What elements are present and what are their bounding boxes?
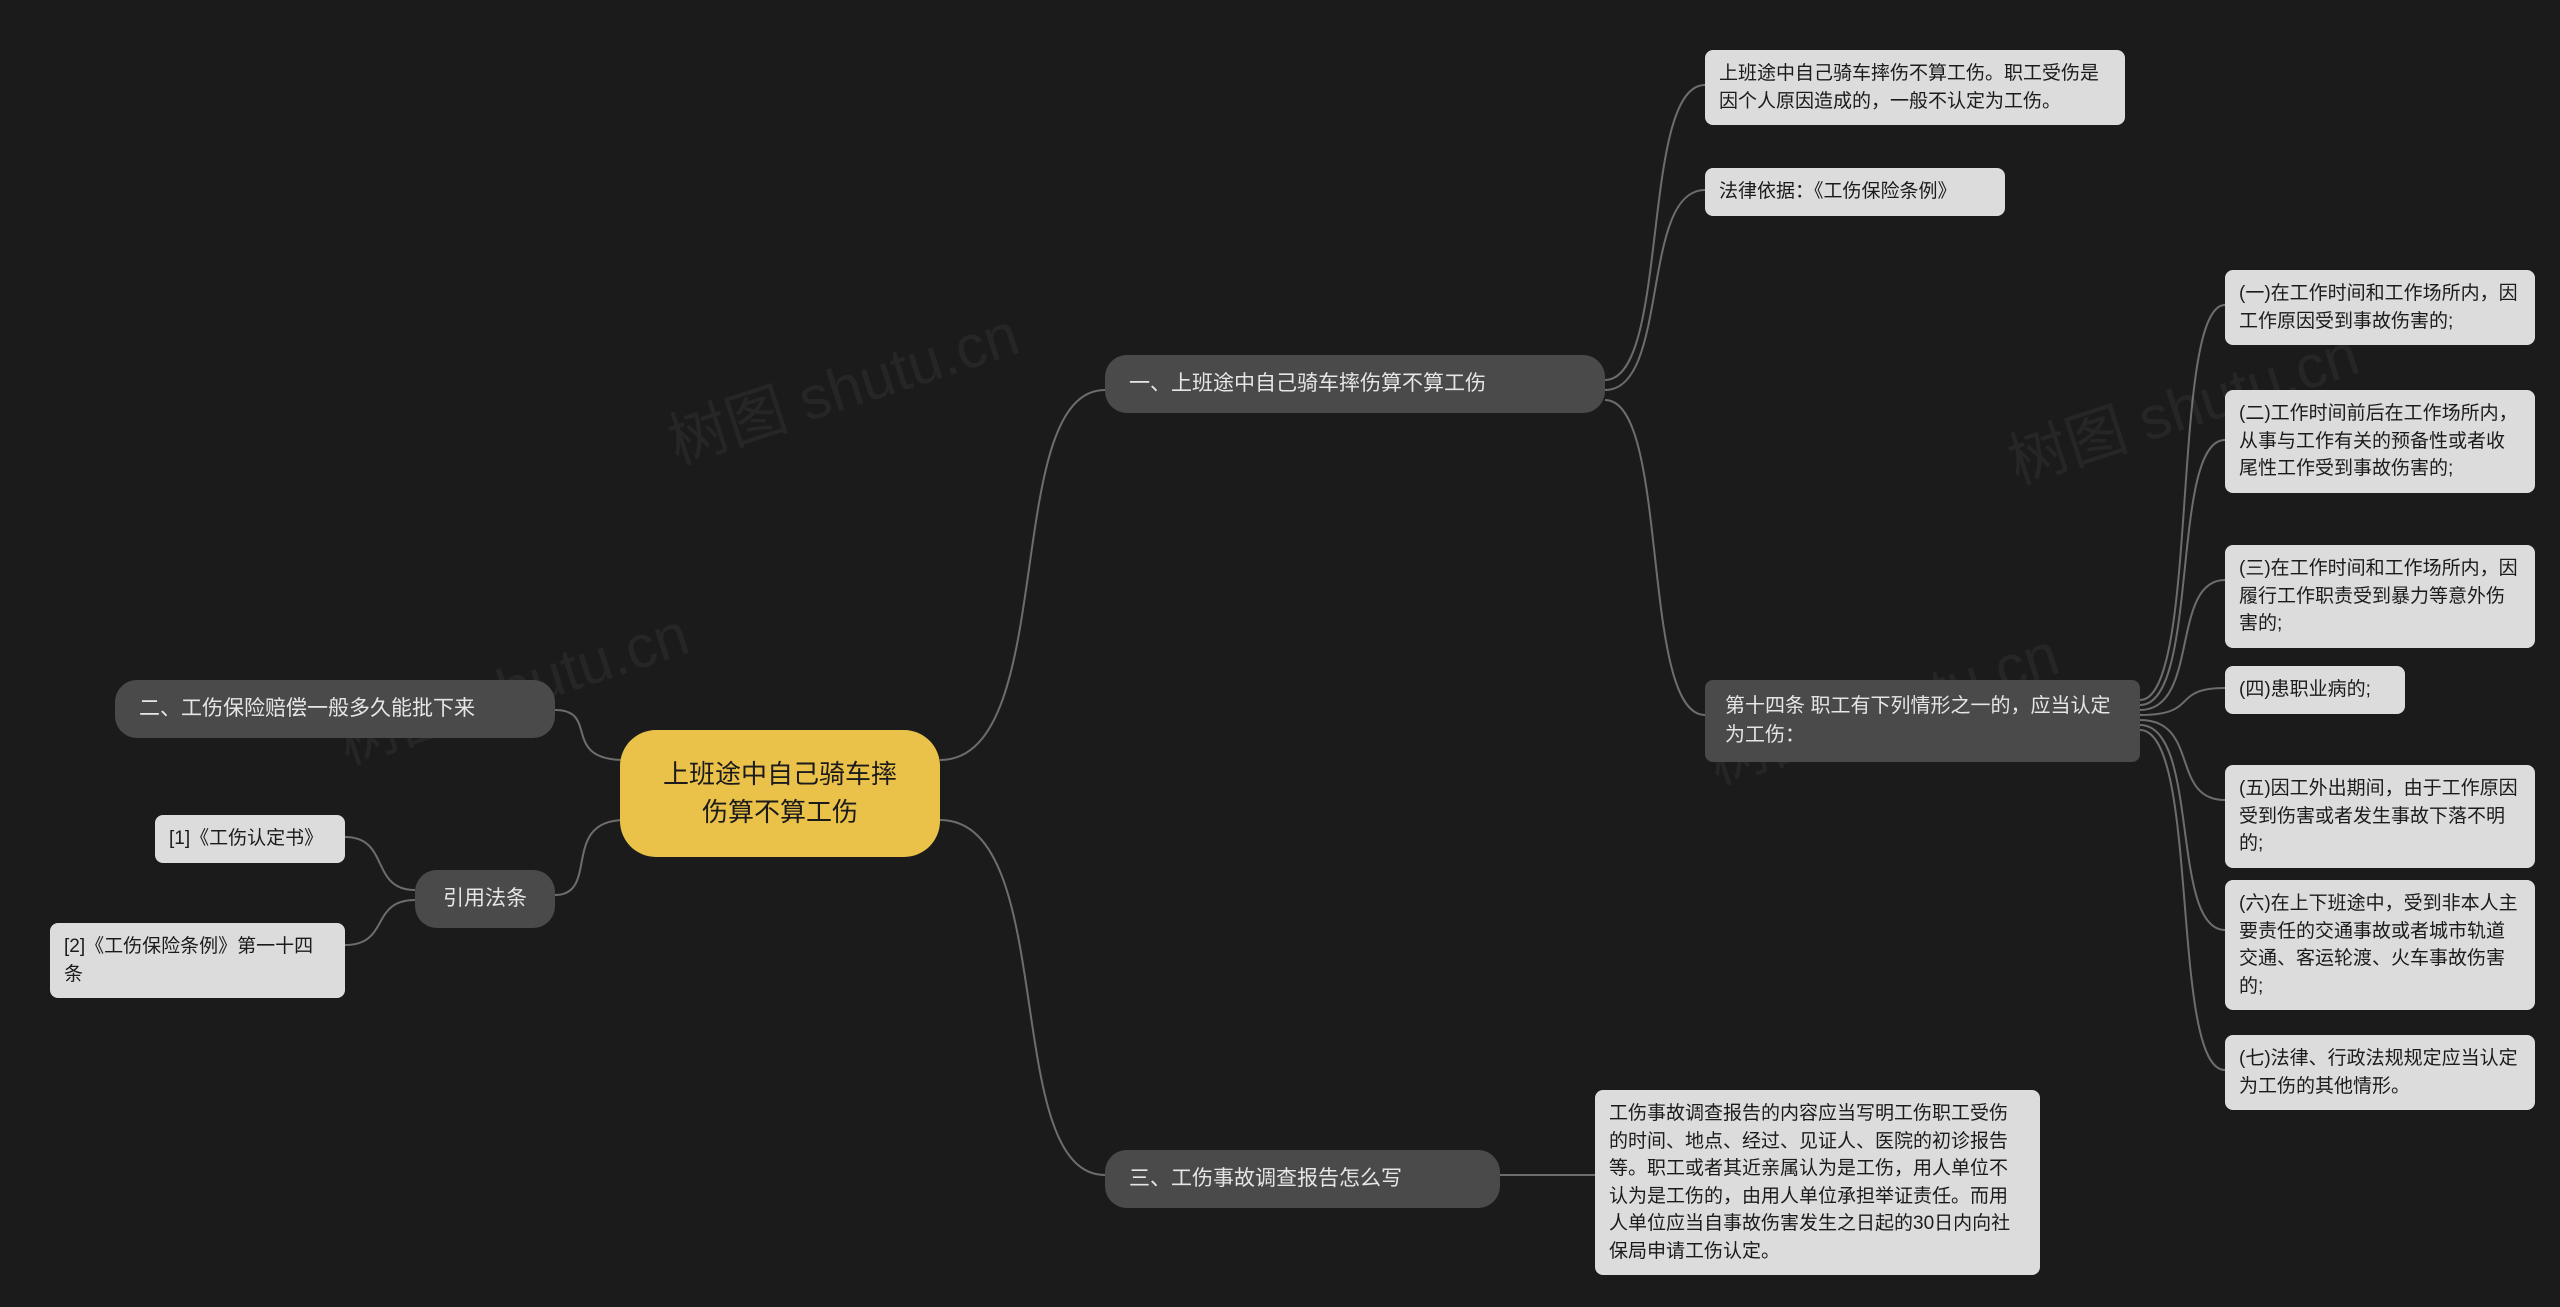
root-node[interactable]: 上班途中自己骑车摔伤算不算工伤 [620,730,940,857]
branch-1-child-3[interactable]: 第十四条 职工有下列情形之一的，应当认定为工伤： [1705,680,2140,762]
branch-1-child-1[interactable]: 上班途中自己骑车摔伤不算工伤。职工受伤是因个人原因造成的，一般不认定为工伤。 [1705,50,2125,125]
branch-3-child-1[interactable]: 工伤事故调查报告的内容应当写明工伤职工受伤的时间、地点、经过、见证人、医院的初诊… [1595,1090,2040,1275]
root-label: 上班途中自己骑车摔伤算不算工伤 [663,759,897,827]
branch-1-child-3-label: 第十四条 职工有下列情形之一的，应当认定为工伤： [1725,695,2111,746]
branch-1-child-2[interactable]: 法律依据：《工伤保险条例》 [1705,168,2005,216]
branch-1-child-2-label: 法律依据：《工伤保险条例》 [1719,181,1957,202]
branch-1-label: 一、上班途中自己骑车摔伤算不算工伤 [1129,372,1486,395]
article14-item-6-label: (六)在上下班途中，受到非本人主要责任的交通事故或者城市轨道交通、客运轮渡、火车… [2239,893,2518,997]
connector-layer [0,0,2560,1307]
article14-item-6[interactable]: (六)在上下班途中，受到非本人主要责任的交通事故或者城市轨道交通、客运轮渡、火车… [2225,880,2535,1010]
citation-branch[interactable]: 引用法条 [415,870,555,928]
citation-item-2[interactable]: [2]《工伤保险条例》第一十四条 [50,923,345,998]
article14-item-4-label: (四)患职业病的; [2239,679,2371,700]
branch-1-child-1-label: 上班途中自己骑车摔伤不算工伤。职工受伤是因个人原因造成的，一般不认定为工伤。 [1719,63,2099,112]
branch-3[interactable]: 三、工伤事故调查报告怎么写 [1105,1150,1500,1208]
branch-3-label: 三、工伤事故调查报告怎么写 [1129,1167,1402,1190]
article14-item-3-label: (三)在工作时间和工作场所内，因履行工作职责受到暴力等意外伤害的; [2239,558,2518,634]
article14-item-2[interactable]: (二)工作时间前后在工作场所内，从事与工作有关的预备性或者收尾性工作受到事故伤害… [2225,390,2535,493]
article14-item-7-label: (七)法律、行政法规规定应当认定为工伤的其他情形。 [2239,1048,2518,1097]
citation-item-2-label: [2]《工伤保险条例》第一十四条 [64,936,313,985]
article14-item-7[interactable]: (七)法律、行政法规规定应当认定为工伤的其他情形。 [2225,1035,2535,1110]
article14-item-2-label: (二)工作时间前后在工作场所内，从事与工作有关的预备性或者收尾性工作受到事故伤害… [2239,403,2518,479]
article14-item-5[interactable]: (五)因工外出期间，由于工作原因受到伤害或者发生事故下落不明的; [2225,765,2535,868]
article14-item-1-label: (一)在工作时间和工作场所内，因工作原因受到事故伤害的; [2239,283,2518,332]
branch-3-child-1-label: 工伤事故调查报告的内容应当写明工伤职工受伤的时间、地点、经过、见证人、医院的初诊… [1609,1103,2010,1262]
citation-branch-label: 引用法条 [443,887,527,910]
article14-item-4[interactable]: (四)患职业病的; [2225,666,2405,714]
article14-item-1[interactable]: (一)在工作时间和工作场所内，因工作原因受到事故伤害的; [2225,270,2535,345]
branch-2[interactable]: 二、工伤保险赔偿一般多久能批下来 [115,680,555,738]
article14-item-3[interactable]: (三)在工作时间和工作场所内，因履行工作职责受到暴力等意外伤害的; [2225,545,2535,648]
citation-item-1-label: [1]《工伤认定书》 [169,828,323,849]
branch-2-label: 二、工伤保险赔偿一般多久能批下来 [139,697,475,720]
article14-item-5-label: (五)因工外出期间，由于工作原因受到伤害或者发生事故下落不明的; [2239,778,2518,854]
branch-1[interactable]: 一、上班途中自己骑车摔伤算不算工伤 [1105,355,1605,413]
watermark-2: 树图 shutu.cn [655,286,1028,481]
citation-item-1[interactable]: [1]《工伤认定书》 [155,815,345,863]
